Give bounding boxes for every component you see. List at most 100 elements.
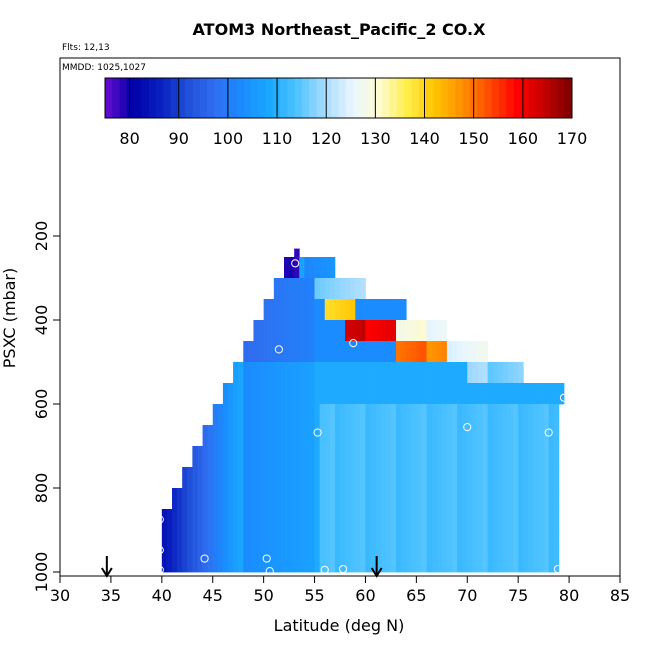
heat-cell — [370, 320, 377, 342]
x-axis-label: Latitude (deg N) — [274, 616, 405, 635]
sample-point — [200, 554, 209, 563]
heat-row — [161, 551, 560, 573]
heat-cell — [365, 404, 371, 426]
heat-row — [192, 446, 560, 468]
heat-cell — [406, 362, 412, 384]
heat-cell — [345, 278, 351, 300]
heat-cell — [477, 509, 483, 531]
heat-cell — [380, 362, 387, 384]
heat-cell — [228, 404, 234, 426]
heat-cell — [375, 404, 382, 426]
heat-cell — [284, 488, 290, 510]
heat-cell — [355, 320, 361, 342]
heat-cell — [421, 509, 427, 531]
sample-point — [320, 565, 329, 575]
heat-cell — [457, 404, 463, 426]
heat-cell — [462, 362, 468, 384]
flights-label: Flts: 12,13 — [62, 43, 110, 53]
heat-cell — [294, 248, 300, 260]
heat-cell — [533, 509, 539, 531]
heat-cell — [401, 509, 407, 531]
heat-cell — [172, 530, 178, 552]
heat-cell — [329, 299, 336, 321]
heat-cell — [289, 257, 295, 279]
colorbar-tick-label: 130 — [360, 129, 391, 148]
heat-cell — [396, 551, 402, 573]
colorbar-cell — [170, 78, 179, 118]
heat-cell — [182, 488, 188, 510]
heat-cell — [345, 425, 351, 447]
heat-cell — [467, 446, 473, 468]
heat-cell — [243, 467, 249, 489]
heat-cell — [345, 383, 351, 405]
heat-cell — [345, 299, 351, 321]
heat-cell — [538, 383, 545, 405]
heat-cell — [457, 509, 463, 531]
heat-cell — [457, 446, 463, 468]
heat-cell — [477, 383, 483, 405]
heat-cell — [477, 341, 483, 363]
heat-cell — [497, 467, 504, 489]
colorbar-tick-label: 100 — [213, 129, 244, 148]
heat-cell — [406, 341, 412, 363]
heat-cell — [406, 551, 412, 573]
heat-cell — [248, 488, 254, 510]
heat-cell — [482, 509, 489, 531]
heat-cell — [284, 467, 290, 489]
heat-cell — [472, 488, 478, 510]
heat-cell — [258, 404, 265, 426]
heat-cell — [324, 425, 331, 447]
heat-cell — [390, 446, 397, 468]
x-tick-label: 65 — [406, 586, 426, 605]
x-tick-label: 70 — [457, 586, 477, 605]
heat-cell — [543, 383, 550, 405]
heat-cell — [294, 446, 300, 468]
heat-cell — [446, 362, 453, 384]
colorbar-cell — [229, 78, 237, 118]
heat-cell — [380, 530, 387, 552]
heat-cell — [319, 551, 326, 573]
colorbar-cell — [520, 78, 529, 118]
heat-cell — [497, 383, 504, 405]
heat-cell — [294, 551, 300, 573]
heat-cell — [324, 341, 331, 363]
heat-cell — [401, 551, 407, 573]
heat-cell — [375, 488, 382, 510]
heat-cell — [502, 467, 509, 489]
heat-cell — [487, 362, 494, 384]
heat-cell — [533, 425, 539, 447]
heat-cell — [289, 425, 295, 447]
heat-cell — [172, 551, 178, 573]
heat-cell — [345, 320, 351, 342]
heat-cell — [396, 467, 402, 489]
colorbar-cell — [199, 78, 208, 118]
heat-cell — [319, 530, 326, 552]
heat-cell — [457, 551, 463, 573]
heat-cell — [390, 530, 397, 552]
heat-cell — [212, 551, 219, 573]
heat-cell — [518, 383, 524, 405]
heat-cell — [365, 341, 371, 363]
heat-cell — [345, 488, 351, 510]
heat-cell — [228, 551, 234, 573]
heat-cell — [304, 425, 310, 447]
heat-cell — [263, 299, 270, 321]
heat-cell — [314, 467, 321, 489]
heat-cell — [416, 341, 422, 363]
heat-cell — [314, 383, 321, 405]
heat-cell — [497, 362, 504, 384]
heat-cell — [462, 488, 468, 510]
heat-cell — [278, 509, 285, 531]
heat-cell — [411, 509, 417, 531]
heat-cell — [248, 551, 254, 573]
heat-cell — [436, 362, 443, 384]
heat-cell — [263, 320, 270, 342]
heat-cell — [401, 320, 407, 342]
heat-cell — [523, 509, 529, 531]
heat-cell — [324, 488, 331, 510]
heat-cell — [273, 551, 280, 573]
heat-cell — [228, 425, 234, 447]
heat-cell — [319, 320, 326, 342]
heat-cell — [355, 404, 361, 426]
heat-cell — [253, 509, 259, 531]
